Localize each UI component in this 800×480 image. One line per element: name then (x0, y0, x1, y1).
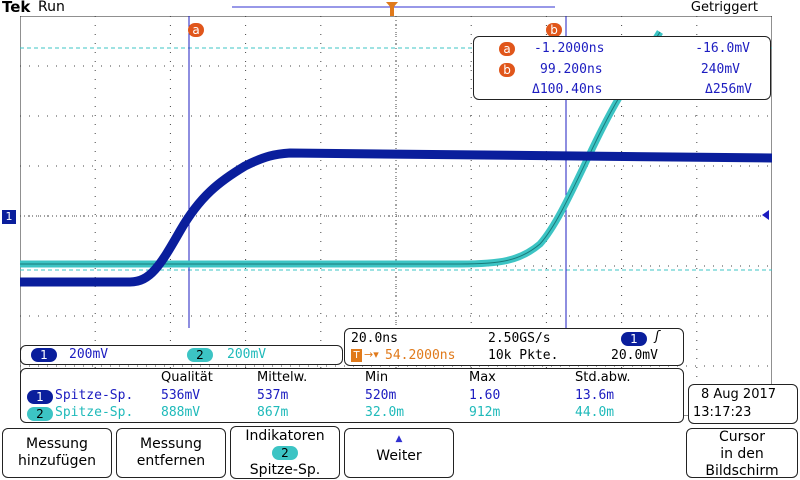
row2-max: 912m (469, 405, 501, 420)
sample-rate: 2.50GS/s (488, 331, 551, 346)
more-label: Weiter (376, 448, 422, 464)
trigger-level-icon (762, 210, 769, 220)
row1-stddev: 13.6m (575, 388, 615, 403)
cursor-a-volt: -16.0mV (695, 41, 750, 56)
remove-measurement-button[interactable]: Messung entfernen (116, 428, 226, 478)
remove-measurement-label-1: Messung (140, 436, 202, 452)
col-header-quality: Qualität (161, 370, 213, 385)
cursor-screen-label-2: in den (720, 446, 764, 462)
measurement-table[interactable]: Qualität Mittelw. Min Max Std.abw. 1 Spi… (20, 368, 684, 423)
row1-mean: 537m (257, 388, 289, 403)
cursor-b-time: 99.200ns (540, 62, 603, 77)
ch2-badge: 2 (187, 348, 213, 362)
row2-min: 32.0m (365, 405, 405, 420)
row1-quality: 536mV (161, 388, 201, 403)
indicators-button[interactable]: Indikatoren 2 Spitze-Sp. (230, 426, 340, 479)
record-view-bar (232, 2, 555, 16)
row1-ch-badge: 1 (27, 390, 53, 404)
acquisition-panel[interactable]: 20.0ns 2.50GS/s 1 ʃ T →▾ 54.2000ns 10k P… (344, 328, 684, 366)
cursor-b-badge: b (499, 63, 515, 77)
row2-mean: 867m (257, 405, 289, 420)
add-measurement-label-2: hinzufügen (17, 453, 97, 469)
record-length: 10k Pkte. (488, 348, 559, 363)
col-header-stddev: Std.abw. (575, 370, 631, 385)
cursor-b-marker[interactable]: b (546, 23, 562, 37)
cursor-screen-label-1: Cursor (718, 429, 766, 445)
brand-logo: Tek (2, 0, 31, 16)
up-arrow-icon: ▲ (395, 434, 403, 444)
trigger-status: Getriggert (690, 0, 758, 15)
cursor-a-time: -1.2000ns (534, 41, 605, 56)
add-measurement-label-1: Messung (26, 436, 88, 452)
cursor-delta-time: Δ100.40ns (532, 82, 603, 97)
trigger-level: 20.0mV (611, 348, 658, 363)
add-measurement-button[interactable]: Messung hinzufügen (2, 428, 112, 478)
trigger-position: 54.2000ns (385, 348, 456, 363)
row2-ch-badge: 2 (27, 407, 53, 421)
ch2-scale: 200mV (227, 347, 267, 362)
indicators-label: Indikatoren (245, 428, 325, 444)
row2-stddev: 44.0m (575, 405, 615, 420)
cursor-screen-label-3: Bildschirm (705, 463, 779, 479)
col-header-max: Max (469, 370, 496, 385)
more-button[interactable]: ▲ Weiter (344, 428, 454, 478)
top-bar: Tek Run Getriggert (0, 0, 800, 18)
row1-type: Spitze-Sp. (55, 388, 134, 403)
time: 13:17:23 (693, 405, 752, 420)
cursor-a-marker[interactable]: a (188, 23, 204, 37)
row2-quality: 888mV (161, 405, 201, 420)
row2-type: Spitze-Sp. (55, 405, 134, 420)
channel-scale-bar[interactable]: 1 200mV 2 200mV (20, 345, 343, 365)
row1-min: 520m (365, 388, 397, 403)
run-state: Run (38, 0, 65, 15)
ch1-scale: 200mV (69, 347, 109, 362)
remove-measurement-label-2: entfernen (136, 453, 206, 469)
trigger-source-badge: 1 (621, 332, 647, 346)
ch2-waveform-core (20, 31, 661, 265)
cursor-a-badge: a (499, 42, 515, 56)
cursor-delta-volt: Δ256mV (705, 82, 752, 97)
row1-max: 1.60 (469, 388, 501, 403)
cursor-on-screen-button[interactable]: Cursor in den Bildschirm (686, 428, 798, 479)
indicators-sub-label: Spitze-Sp. (249, 462, 321, 478)
date: 8 Aug 2017 (701, 387, 777, 402)
ch1-badge: 1 (31, 348, 57, 362)
timebase: 20.0ns (351, 331, 398, 346)
trigger-slope-icon: ʃ (655, 329, 660, 344)
cursor-readout: a -1.2000ns -16.0mV b 99.200ns 240mV Δ10… (473, 36, 771, 100)
ch1-waveform (20, 148, 772, 287)
col-header-mean: Mittelw. (257, 370, 308, 385)
datetime-box: 8 Aug 2017 13:17:23 (688, 384, 798, 424)
col-header-min: Min (365, 370, 389, 385)
cursor-b-volt: 240mV (700, 62, 740, 77)
trigger-pos-icon: T (351, 349, 362, 362)
trigger-arrow-icon: →▾ (364, 348, 379, 361)
indicators-chip: 2 (272, 446, 298, 460)
ch1-ground-marker[interactable]: 1 (2, 210, 16, 224)
